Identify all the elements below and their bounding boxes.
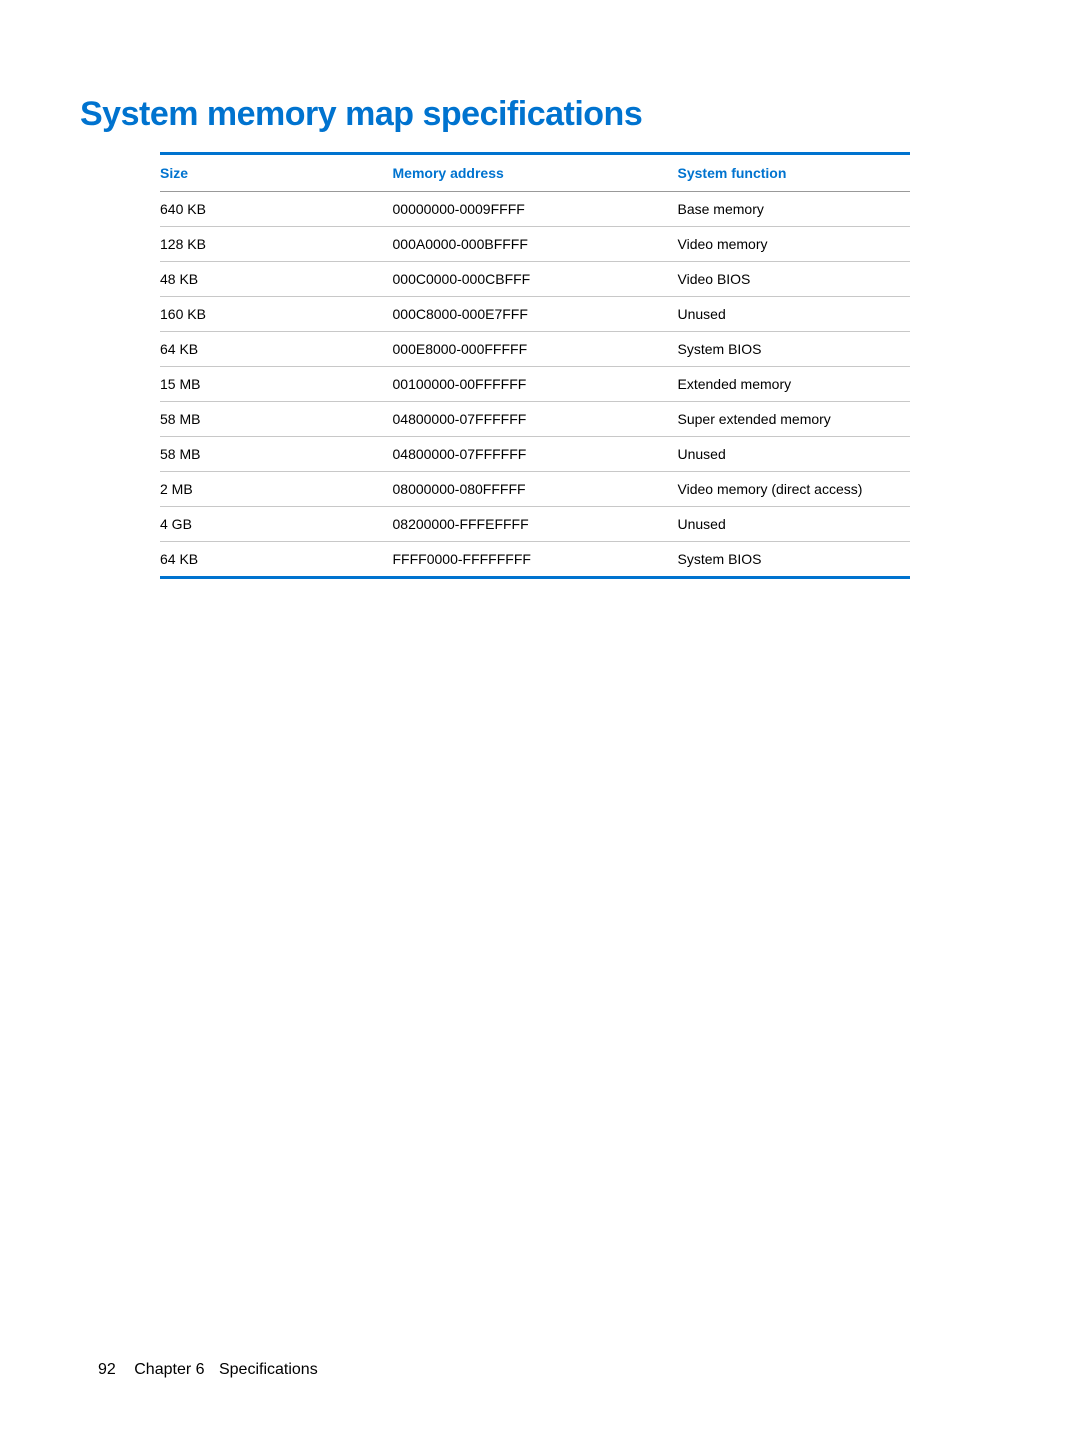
cell-function: Unused bbox=[678, 507, 911, 542]
table-body: 640 KB 00000000-0009FFFF Base memory 128… bbox=[160, 192, 910, 578]
table-row: 64 KB 000E8000-000FFFFF System BIOS bbox=[160, 332, 910, 367]
cell-address: FFFF0000-FFFFFFFF bbox=[393, 542, 678, 578]
cell-address: 00000000-0009FFFF bbox=[393, 192, 678, 227]
table-row: 15 MB 00100000-00FFFFFF Extended memory bbox=[160, 367, 910, 402]
cell-address: 000E8000-000FFFFF bbox=[393, 332, 678, 367]
cell-function: Video memory (direct access) bbox=[678, 472, 911, 507]
table-row: 48 KB 000C0000-000CBFFF Video BIOS bbox=[160, 262, 910, 297]
table-row: 58 MB 04800000-07FFFFFF Super extended m… bbox=[160, 402, 910, 437]
chapter-title: Specifications bbox=[219, 1361, 318, 1378]
table-row: 128 KB 000A0000-000BFFFF Video memory bbox=[160, 227, 910, 262]
table-row: 640 KB 00000000-0009FFFF Base memory bbox=[160, 192, 910, 227]
document-page: System memory map specifications Size Me… bbox=[0, 0, 1080, 1437]
table-header-row: Size Memory address System function bbox=[160, 154, 910, 192]
cell-size: 128 KB bbox=[160, 227, 393, 262]
page-title: System memory map specifications bbox=[80, 95, 975, 134]
cell-size: 64 KB bbox=[160, 332, 393, 367]
cell-function: Unused bbox=[678, 437, 911, 472]
cell-function: System BIOS bbox=[678, 542, 911, 578]
cell-function: Video BIOS bbox=[678, 262, 911, 297]
column-header-system-function: System function bbox=[678, 154, 911, 192]
cell-size: 15 MB bbox=[160, 367, 393, 402]
column-header-memory-address: Memory address bbox=[393, 154, 678, 192]
cell-address: 04800000-07FFFFFF bbox=[393, 437, 678, 472]
cell-function: Extended memory bbox=[678, 367, 911, 402]
cell-address: 000C8000-000E7FFF bbox=[393, 297, 678, 332]
cell-size: 4 GB bbox=[160, 507, 393, 542]
cell-size: 48 KB bbox=[160, 262, 393, 297]
cell-function: Super extended memory bbox=[678, 402, 911, 437]
cell-address: 000A0000-000BFFFF bbox=[393, 227, 678, 262]
chapter-label: Chapter bbox=[134, 1361, 191, 1378]
cell-size: 2 MB bbox=[160, 472, 393, 507]
page-footer: 92 Chapter 6 Specifications bbox=[98, 1361, 318, 1379]
memory-map-table: Size Memory address System function 640 … bbox=[160, 152, 910, 579]
cell-address: 04800000-07FFFFFF bbox=[393, 402, 678, 437]
cell-function: System BIOS bbox=[678, 332, 911, 367]
page-number: 92 bbox=[98, 1361, 116, 1378]
cell-address: 00100000-00FFFFFF bbox=[393, 367, 678, 402]
table-row: 160 KB 000C8000-000E7FFF Unused bbox=[160, 297, 910, 332]
cell-function: Base memory bbox=[678, 192, 911, 227]
cell-address: 000C0000-000CBFFF bbox=[393, 262, 678, 297]
table-row: 4 GB 08200000-FFFEFFFF Unused bbox=[160, 507, 910, 542]
cell-function: Video memory bbox=[678, 227, 911, 262]
table-row: 58 MB 04800000-07FFFFFF Unused bbox=[160, 437, 910, 472]
cell-address: 08200000-FFFEFFFF bbox=[393, 507, 678, 542]
memory-map-table-container: Size Memory address System function 640 … bbox=[160, 152, 910, 579]
table-row: 2 MB 08000000-080FFFFF Video memory (dir… bbox=[160, 472, 910, 507]
cell-size: 160 KB bbox=[160, 297, 393, 332]
cell-size: 64 KB bbox=[160, 542, 393, 578]
cell-address: 08000000-080FFFFF bbox=[393, 472, 678, 507]
column-header-size: Size bbox=[160, 154, 393, 192]
cell-size: 640 KB bbox=[160, 192, 393, 227]
cell-size: 58 MB bbox=[160, 437, 393, 472]
cell-size: 58 MB bbox=[160, 402, 393, 437]
chapter-number: 6 bbox=[196, 1361, 205, 1378]
cell-function: Unused bbox=[678, 297, 911, 332]
table-row: 64 KB FFFF0000-FFFFFFFF System BIOS bbox=[160, 542, 910, 578]
